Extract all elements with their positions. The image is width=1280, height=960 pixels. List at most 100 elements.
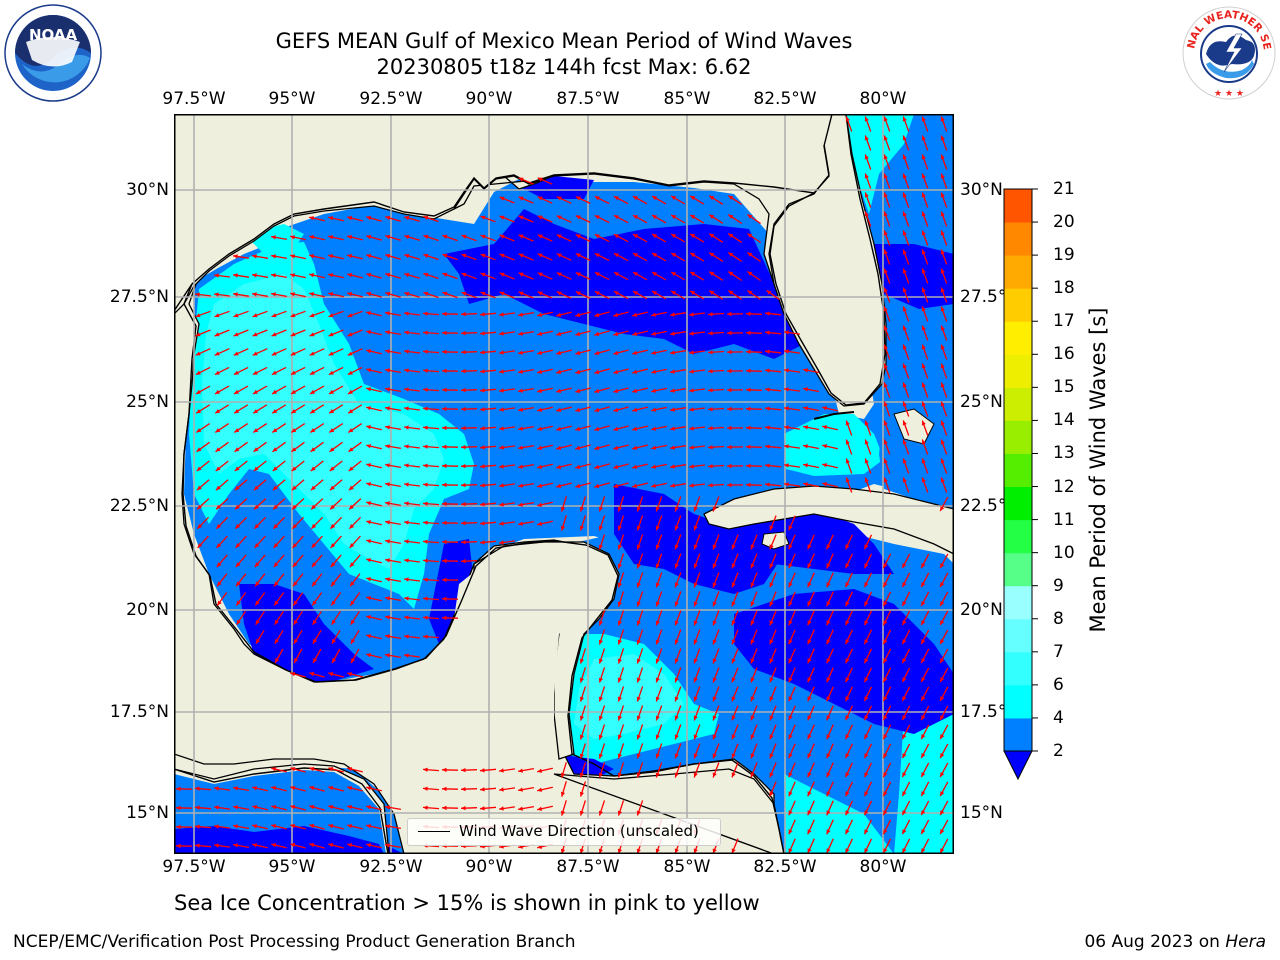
wave-direction-arrowhead bbox=[556, 445, 562, 450]
wave-direction-arrowhead bbox=[655, 753, 660, 759]
wave-direction-arrowhead bbox=[291, 389, 296, 394]
lon-tick-bottom: 87.5°W bbox=[556, 857, 620, 877]
wave-direction-arrowhead bbox=[750, 734, 755, 740]
wave-direction-arrowhead bbox=[747, 214, 753, 219]
wave-direction-arrowhead bbox=[845, 439, 850, 445]
wave-direction-arrowhead bbox=[518, 464, 523, 469]
colorbar-tick-label: 18 bbox=[1053, 278, 1075, 299]
wave-direction-arrowhead bbox=[883, 439, 888, 445]
wave-direction-arrowhead bbox=[499, 540, 504, 545]
wave-direction-arrowhead bbox=[883, 211, 888, 217]
wave-direction-arrowhead bbox=[731, 715, 736, 721]
wave-direction-arrowhead bbox=[197, 543, 203, 548]
wave-direction-arrowhead bbox=[940, 582, 945, 588]
wave-direction-arrowhead bbox=[196, 409, 202, 414]
wave-direction-arrowhead bbox=[518, 768, 523, 773]
wave-direction-arrowhead bbox=[404, 330, 409, 335]
wave-direction-arrowhead bbox=[746, 311, 751, 316]
lat-tick-right: 30°N bbox=[960, 180, 1003, 200]
wave-direction-arrowhead bbox=[864, 439, 869, 445]
wave-direction-arrowhead bbox=[864, 810, 869, 816]
wave-direction-arrowhead bbox=[788, 734, 793, 740]
wave-direction-arrowhead bbox=[385, 311, 390, 316]
lon-tick-bottom: 95°W bbox=[268, 857, 316, 877]
wave-direction-arrowhead bbox=[423, 349, 428, 354]
wave-direction-arrowhead bbox=[176, 843, 181, 849]
wave-direction-arrowhead bbox=[633, 215, 638, 220]
wave-direction-arrowhead bbox=[864, 639, 869, 645]
lon-tick-bottom: 97.5°W bbox=[162, 857, 226, 877]
wave-direction-arrowhead bbox=[499, 331, 504, 336]
wave-direction-arrowhead bbox=[233, 786, 238, 791]
wave-direction-arrowhead bbox=[594, 350, 600, 355]
wave-direction-arrowhead bbox=[579, 791, 584, 797]
wave-direction-arrowhead bbox=[537, 502, 543, 507]
wave-direction-arrowhead bbox=[537, 483, 543, 488]
wave-direction-arrowhead bbox=[235, 523, 241, 529]
wave-direction-arrowhead bbox=[636, 715, 641, 721]
wave-direction-arrowhead bbox=[655, 658, 660, 664]
wave-direction-arrowhead bbox=[651, 388, 656, 393]
wave-direction-arrowhead bbox=[404, 615, 409, 620]
wave-direction-arrowhead bbox=[196, 466, 202, 471]
wave-direction-arrowhead bbox=[442, 368, 447, 374]
wave-direction-arrowhead bbox=[310, 466, 316, 471]
colorbar-tick-label: 19 bbox=[1053, 245, 1075, 266]
wave-direction-arrowhead bbox=[674, 582, 679, 588]
wave-direction-arrowhead bbox=[196, 389, 201, 394]
wave-direction-arrowhead bbox=[556, 464, 562, 469]
wave-direction-arrowhead bbox=[708, 350, 713, 355]
lat-tick-right: 17.5°N bbox=[960, 702, 1020, 722]
campeche-land bbox=[174, 574, 474, 754]
wave-direction-arrowhead bbox=[822, 444, 828, 449]
wave-direction-arrowhead bbox=[349, 523, 355, 529]
wave-direction-arrowhead bbox=[537, 177, 543, 182]
wave-direction-arrowhead bbox=[845, 563, 850, 569]
lon-tick-top: 95°W bbox=[268, 89, 316, 109]
wave-direction-arrowhead bbox=[921, 772, 926, 778]
wave-direction-arrowhead bbox=[328, 292, 334, 297]
wave-direction-arrowhead bbox=[731, 734, 736, 740]
wave-direction-arrowhead bbox=[594, 388, 600, 393]
wave-direction-arrowhead bbox=[518, 215, 524, 220]
wave-direction-arrowhead bbox=[864, 477, 869, 483]
wave-direction-arrowhead bbox=[693, 525, 698, 531]
wave-direction-arrowhead bbox=[940, 192, 945, 198]
wave-direction-arrowhead bbox=[518, 331, 523, 336]
bay-of-campeche-lt2 bbox=[239, 584, 374, 684]
wave-direction-arrowhead bbox=[274, 600, 279, 606]
wave-direction-arrowhead bbox=[708, 407, 713, 412]
wave-direction-arrowhead bbox=[293, 619, 298, 625]
wave-direction-arrowhead bbox=[560, 791, 566, 797]
keys bbox=[813, 411, 855, 420]
wave-direction-arrowhead bbox=[708, 483, 713, 488]
wave-direction-arrowhead bbox=[347, 843, 353, 848]
wave-direction-arrowhead bbox=[902, 715, 907, 721]
wave-direction-arrowhead bbox=[233, 254, 238, 259]
wave-direction-arrowhead bbox=[765, 311, 770, 316]
wave-direction-arrowhead bbox=[518, 369, 523, 374]
wave-direction-arrowhead bbox=[940, 401, 945, 407]
wave-direction-arrowhead bbox=[366, 786, 371, 791]
wave-direction-arrowhead bbox=[235, 562, 241, 568]
wave-direction-arrowhead bbox=[788, 810, 793, 816]
colorbar-segment bbox=[1004, 255, 1032, 289]
colorbar-segment bbox=[1004, 552, 1032, 587]
wave-direction-arrowhead bbox=[636, 582, 641, 588]
wave-direction-arrowhead bbox=[671, 234, 677, 239]
wave-direction-arrowhead bbox=[366, 539, 371, 544]
colorbar-segment bbox=[1004, 453, 1032, 488]
florida-straits-4-6 bbox=[784, 414, 884, 476]
wave-direction-arrowhead bbox=[727, 444, 732, 450]
wave-direction-arrowhead bbox=[366, 368, 371, 373]
wave-direction-arrowhead bbox=[727, 349, 732, 355]
central-america-land bbox=[553, 768, 954, 854]
wave-direction-arrowhead bbox=[788, 848, 793, 854]
wave-direction-arrowhead bbox=[575, 350, 581, 355]
lat-tick-right: 22.5°N bbox=[960, 496, 1020, 516]
wave-direction-arrowhead bbox=[883, 772, 888, 778]
wave-direction-arrowhead bbox=[636, 620, 641, 626]
lon-tick-bottom: 90°W bbox=[465, 857, 513, 877]
wave-direction-arrowhead bbox=[845, 601, 850, 607]
wave-direction-arrowhead bbox=[215, 428, 221, 433]
